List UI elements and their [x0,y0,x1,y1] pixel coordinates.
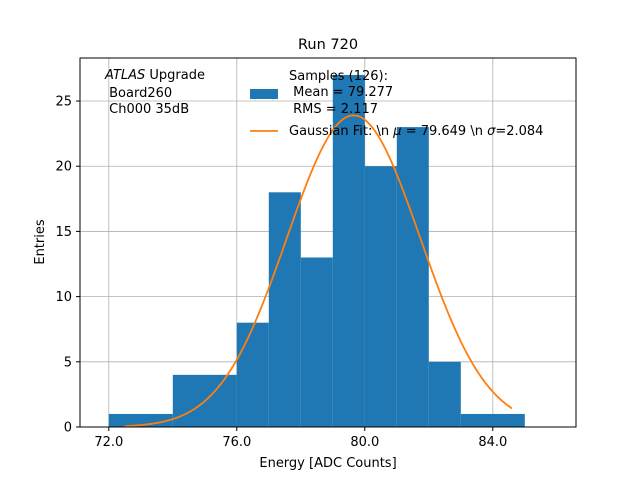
x-tick-label-0: 72.0 [94,435,123,450]
histogram-bars [108,74,525,428]
fit-mu-symbol: μ [392,124,401,139]
histogram-bar-9 [460,413,525,427]
y-tick-label-1: 5 [64,355,72,370]
chart-title: Run 720 [298,37,358,53]
atlas-italic: ATLAS [104,68,145,83]
histogram-bar-4 [300,257,333,427]
fit-middle: = 79.649 \n [402,124,488,139]
histogram-bar-2 [236,322,269,427]
annotation-upgrade: Upgrade [145,68,205,83]
legend: Samples (126): Mean = 79.277 RMS = 2.117… [250,69,543,139]
x-axis-ticks: 72.0 76.0 80.0 84.0 [94,427,507,450]
fit-sigma-symbol: σ [487,124,496,139]
legend-hist-line-3: RMS = 2.117 [289,102,378,117]
y-tick-label-3: 15 [55,225,72,240]
annotation-line-3: Ch000 35dB [105,102,189,117]
legend-hist-line-1: Samples (126): [289,69,388,84]
annotation-line-2: Board260 [105,86,172,101]
histogram-bar-8 [428,361,461,427]
legend-fit-label: Gaussian Fit: \n μ = 79.649 \n σ=2.084 [289,124,543,139]
fit-prefix: Gaussian Fit: \n [289,124,393,139]
x-tick-label-1: 76.0 [222,435,251,450]
x-tick-label-2: 80.0 [350,435,379,450]
histogram-bar-6 [364,166,397,428]
y-axis-label: Entries [33,219,48,265]
x-axis-label: Energy [ADC Counts] [259,456,396,471]
atlas-annotation: ATLAS Upgrade Board260 Ch000 35dB [104,68,205,117]
y-tick-label-2: 10 [55,290,72,305]
legend-hist-swatch [250,89,278,99]
histogram-bar-5 [332,74,365,427]
legend-hist-line-2: Mean = 79.277 [289,85,393,100]
x-tick-label-3: 84.0 [478,435,507,450]
histogram-bar-7 [396,127,429,427]
gaussian-fit-curve [124,114,513,428]
plot-frame [79,57,577,428]
y-tick-label-4: 20 [55,160,72,175]
gaussian-fit-layer [124,114,513,428]
y-tick-label-5: 25 [55,95,72,110]
y-axis-ticks: 0 5 10 15 20 25 [55,95,80,436]
y-tick-label-0: 0 [64,421,72,436]
fit-suffix: =2.084 [495,124,543,139]
annotation-line-1: ATLAS Upgrade [104,68,205,83]
histogram-bar-3 [268,192,301,427]
